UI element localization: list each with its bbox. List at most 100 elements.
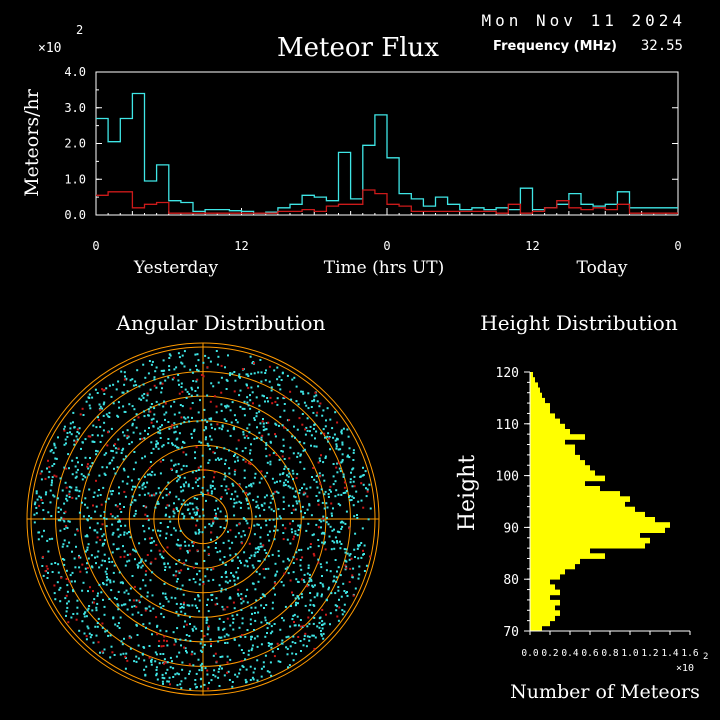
polar-point [51,571,54,573]
polar-point [305,487,308,490]
polar-point [247,386,250,389]
height-bar [530,553,605,559]
polar-point [204,438,207,441]
height-bar [530,496,630,502]
polar-point [174,638,177,641]
polar-point [254,551,257,554]
polar-point [311,634,314,637]
height-bar [530,408,550,414]
polar-point [68,580,71,583]
polar-point [81,501,83,504]
height-x-tick-label: 1.0 [621,648,638,659]
polar-point [197,532,200,535]
flux-section-today: Today [577,258,628,278]
polar-point [199,578,202,581]
polar-point [105,579,108,582]
polar-point [348,496,350,498]
polar-point [209,435,212,438]
polar-point [117,547,120,550]
polar-point [237,594,240,597]
polar-point [325,613,327,616]
polar-point [333,575,336,578]
polar-point [225,485,228,488]
polar-point [118,571,121,574]
polar-point [68,490,71,493]
polar-point [71,459,74,462]
polar-point [281,372,284,375]
polar-point [266,397,269,399]
polar-point [248,526,251,529]
polar-point [86,567,89,569]
polar-point [187,544,190,547]
polar-point [84,438,87,441]
polar-point [75,545,77,548]
polar-point [229,409,232,412]
polar-point [289,446,292,449]
polar-point [102,598,104,601]
polar-point [202,582,205,585]
polar-point [366,488,369,491]
polar-point [343,486,346,489]
polar-point [299,640,302,642]
polar-point [335,447,338,450]
polar-point [41,502,44,504]
polar-point [213,471,216,474]
polar-point [60,508,62,511]
polar-point [201,454,204,457]
polar-point [267,642,270,644]
polar-point [327,493,330,496]
polar-point [148,473,151,476]
polar-point [320,532,323,535]
polar-point [159,472,162,475]
polar-point [99,528,102,531]
polar-point [254,515,257,518]
polar-point [207,444,210,447]
polar-point [246,401,249,404]
polar-point [313,584,316,587]
polar-point [210,524,213,527]
polar-point [308,622,311,625]
polar-point [299,559,302,561]
polar-point [135,413,138,416]
polar-point [263,558,266,561]
polar-point [346,455,349,458]
polar-point [228,472,231,475]
polar-point [319,616,322,619]
polar-point [253,524,256,527]
polar-point [131,424,134,427]
polar-point [171,378,174,381]
polar-point [220,590,223,593]
polar-point [176,480,179,483]
polar-point [68,541,71,544]
polar-point [155,400,158,403]
polar-point [184,388,187,391]
polar-point [128,635,131,638]
polar-point [316,486,319,489]
polar-point [177,478,180,481]
polar-point [250,483,253,486]
polar-point [108,598,111,600]
polar-point [126,553,129,556]
polar-point [299,625,302,628]
polar-point [35,492,38,495]
polar-point [309,546,312,549]
polar-point [259,542,262,545]
polar-point [158,549,161,552]
polar-point [314,437,316,440]
polar-point [141,457,144,460]
polar-point [148,467,151,470]
polar-point [171,443,174,446]
polar-point [183,441,186,444]
polar-point [201,646,204,649]
polar-point [162,550,165,553]
polar-point [258,548,261,551]
polar-point [174,640,177,643]
polar-point [292,452,295,455]
polar-point [271,630,274,633]
polar-point [193,430,196,433]
polar-point [173,413,176,416]
polar-point [33,513,36,516]
polar-point [353,475,356,478]
polar-point [63,428,66,431]
polar-point [291,531,294,534]
